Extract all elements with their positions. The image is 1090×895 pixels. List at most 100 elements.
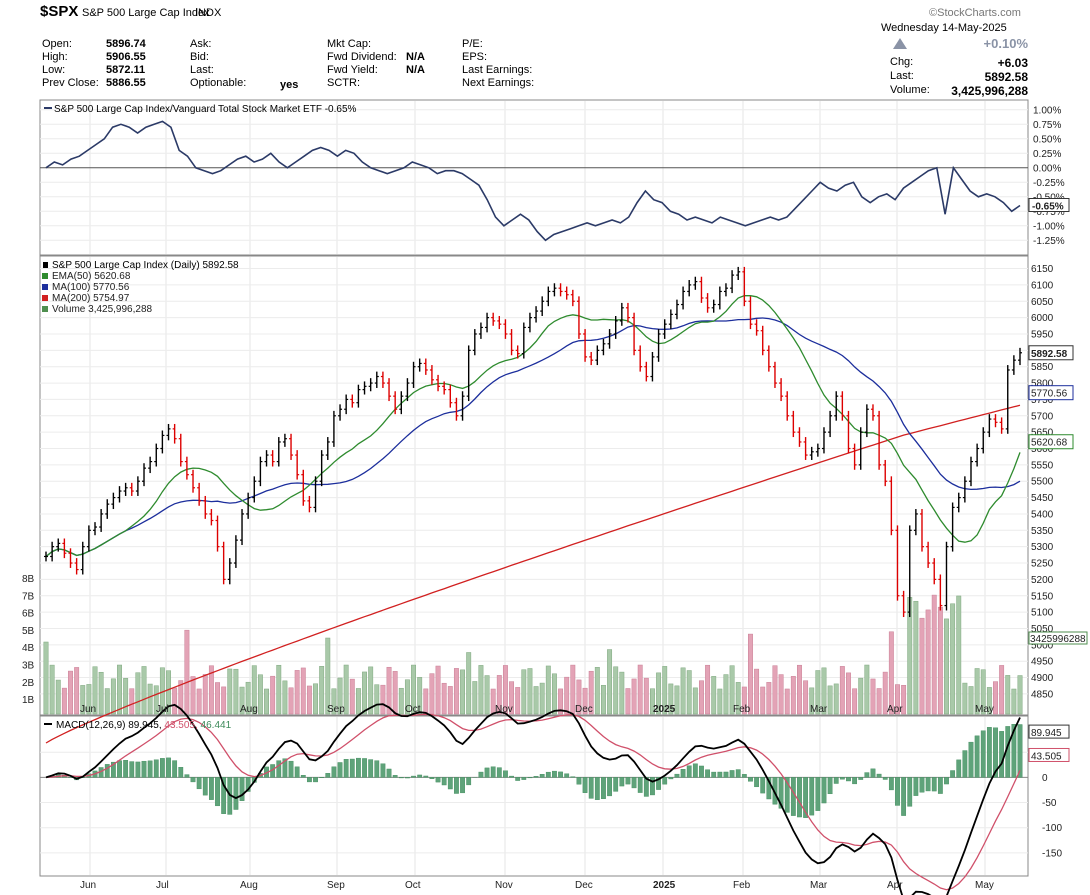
histogram-bar: [435, 777, 441, 783]
volume-bar: [233, 668, 239, 715]
histogram-bar: [349, 758, 355, 778]
histogram-bar: [717, 771, 723, 778]
histogram-bar: [190, 777, 196, 783]
volume-bar: [582, 687, 588, 715]
histogram-bar: [993, 727, 998, 778]
histogram-bar: [233, 777, 239, 810]
volume-bar: [950, 603, 956, 715]
volume-bar: [129, 688, 135, 715]
volume-bar: [815, 670, 821, 715]
volume-bar: [447, 686, 453, 715]
histogram-bar: [478, 771, 484, 778]
field-value: 3,425,996,288: [951, 84, 1028, 98]
histogram-bar: [821, 777, 827, 804]
field-label: Next Earnings:: [462, 77, 535, 89]
histogram-bar: [944, 777, 949, 785]
histogram-bar: [815, 777, 821, 811]
volume-bar: [680, 667, 686, 715]
histogram-bar: [386, 768, 392, 778]
histogram-bar: [582, 777, 588, 793]
volume-tick-label: 1B: [22, 695, 35, 706]
y-tick-label: 5450: [1031, 493, 1054, 504]
field-label: Prev Close:: [42, 77, 99, 89]
histogram-bar: [980, 730, 986, 778]
histogram-bar: [797, 777, 802, 818]
y-tick-label: 5150: [1031, 591, 1054, 602]
histogram-bar: [576, 777, 582, 785]
histogram-bar: [772, 777, 778, 805]
field-label: Chg:: [890, 56, 914, 68]
y-tick-label: 6000: [1031, 313, 1054, 324]
volume-tick-label: 3B: [22, 661, 35, 672]
histogram-bar: [1011, 724, 1017, 778]
volume-bar: [86, 684, 92, 715]
volume-bar: [741, 686, 747, 715]
histogram-bar: [876, 773, 882, 778]
ma100-line: [45, 317, 1021, 558]
y-tick-label: 6100: [1031, 280, 1054, 291]
field-label: Last:: [190, 64, 214, 76]
volume-bar: [674, 685, 680, 715]
volume-bar: [662, 666, 668, 715]
histogram-bar: [809, 777, 815, 816]
y-tick-label: -0.25%: [1033, 178, 1065, 189]
volume-bar: [852, 688, 858, 715]
volume-bar: [766, 682, 772, 715]
volume-bar: [643, 677, 649, 715]
histogram-bar: [141, 760, 147, 778]
field-value: 5886.55: [106, 77, 146, 89]
volume-bar: [864, 664, 870, 715]
volume-bar: [919, 617, 925, 715]
histogram-bar: [129, 761, 135, 778]
histogram-bar: [827, 777, 833, 795]
field-label: Optionable:: [190, 77, 247, 89]
volume-bar: [619, 671, 625, 715]
histogram-bar: [1017, 724, 1023, 778]
volume-bar: [797, 664, 802, 715]
histogram-bar: [558, 771, 563, 778]
stockcharts-logo: ©StockCharts.com: [929, 7, 1021, 19]
volume-bar: [962, 682, 968, 715]
volume-bar: [778, 674, 784, 715]
volume-bar: [564, 676, 570, 715]
volume-bar: [588, 670, 594, 715]
volume-bar: [717, 688, 723, 715]
volume-bar: [104, 688, 110, 715]
volume-bar: [625, 688, 631, 715]
x-tick-label: May: [975, 704, 994, 715]
histogram-bar: [123, 760, 129, 778]
volume-bar: [123, 678, 129, 715]
volume-bar: [435, 665, 441, 715]
histogram-bar: [441, 777, 447, 786]
volume-bar: [515, 687, 521, 715]
histogram-bar: [668, 777, 674, 780]
x-tick-label: Feb: [733, 880, 751, 891]
y-tick-label: 5750: [1031, 395, 1054, 406]
histogram-bar: [699, 765, 704, 778]
histogram-bar: [282, 758, 288, 778]
field-value: +6.03: [997, 56, 1028, 70]
volume-bar: [325, 637, 331, 715]
volume-bar: [282, 680, 288, 715]
histogram-bar: [294, 766, 300, 778]
volume-bar: [466, 652, 472, 715]
volume-bar: [472, 681, 478, 715]
volume-bar: [98, 671, 104, 715]
quote-header: S&P 500 Large Cap Index INDX Open: 5896.74 H…: [40, 0, 1030, 100]
volume-bar: [319, 666, 325, 715]
last-price-box: [1028, 345, 1074, 361]
volume-bar: [613, 666, 619, 715]
histogram-bar: [276, 760, 282, 778]
histogram-bar: [417, 774, 423, 778]
volume-bar: [441, 682, 447, 715]
histogram-bar: [447, 777, 453, 790]
volume-bar: [313, 683, 318, 715]
volume-bar: [398, 687, 404, 715]
volume-bar: [760, 686, 766, 715]
histogram-bar: [852, 777, 858, 785]
volume-value-box: [1028, 631, 1088, 645]
histogram-bar: [754, 777, 759, 788]
y-tick-label: 5350: [1031, 526, 1054, 537]
volume-bar: [172, 687, 178, 715]
ticker-symbol: $SPX: [40, 3, 79, 20]
